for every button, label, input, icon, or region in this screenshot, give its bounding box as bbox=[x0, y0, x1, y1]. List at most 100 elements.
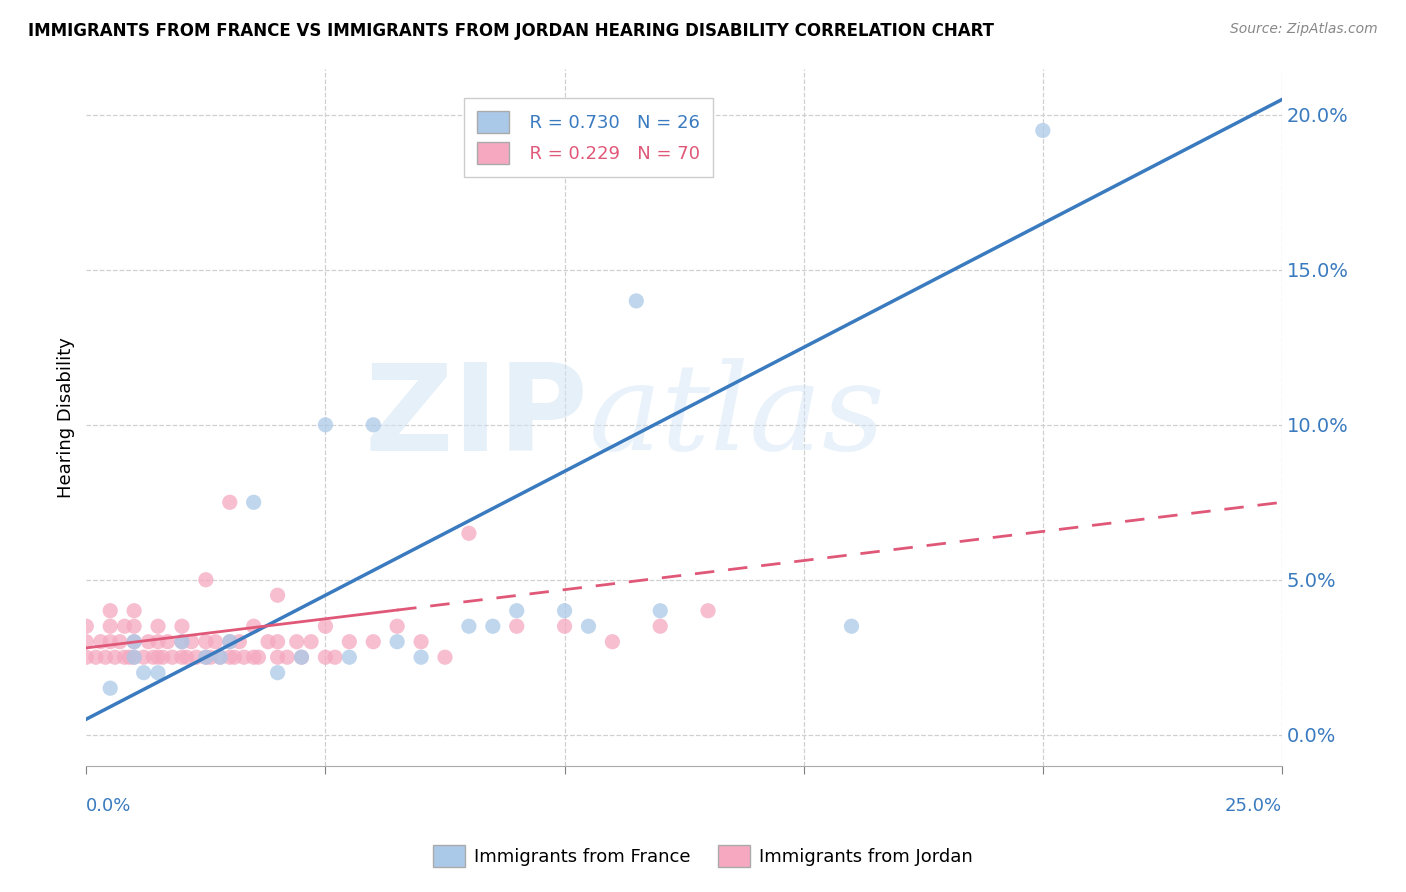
Point bbox=[98, 604, 121, 618]
Point bbox=[242, 495, 264, 509]
Point bbox=[146, 619, 169, 633]
Point bbox=[194, 573, 217, 587]
Point bbox=[299, 634, 322, 648]
Legend:   R = 0.730   N = 26,   R = 0.229   N = 70: R = 0.730 N = 26, R = 0.229 N = 70 bbox=[464, 98, 713, 177]
Point bbox=[122, 650, 145, 665]
Point bbox=[314, 650, 336, 665]
Point bbox=[247, 650, 270, 665]
Point bbox=[458, 526, 481, 541]
Point bbox=[323, 650, 346, 665]
Point bbox=[170, 619, 193, 633]
Point bbox=[650, 619, 672, 633]
Point bbox=[75, 634, 97, 648]
Text: atlas: atlas bbox=[589, 359, 886, 475]
Point bbox=[697, 604, 720, 618]
Point bbox=[98, 619, 121, 633]
Point bbox=[337, 634, 360, 648]
Point bbox=[433, 650, 456, 665]
Point bbox=[118, 650, 141, 665]
Point bbox=[266, 634, 288, 648]
Point bbox=[385, 619, 408, 633]
Point bbox=[162, 650, 184, 665]
Point bbox=[122, 619, 145, 633]
Point bbox=[218, 634, 240, 648]
Point bbox=[361, 634, 384, 648]
Point bbox=[209, 650, 232, 665]
Text: Source: ZipAtlas.com: Source: ZipAtlas.com bbox=[1230, 22, 1378, 37]
Point bbox=[276, 650, 298, 665]
Point bbox=[132, 650, 155, 665]
Point bbox=[122, 634, 145, 648]
Point bbox=[170, 650, 193, 665]
Point bbox=[218, 634, 240, 648]
Point bbox=[554, 604, 576, 618]
Point bbox=[204, 634, 226, 648]
Point bbox=[75, 650, 97, 665]
Point bbox=[108, 634, 131, 648]
Point bbox=[290, 650, 312, 665]
Point bbox=[506, 619, 529, 633]
Point bbox=[361, 417, 384, 432]
Point bbox=[314, 417, 336, 432]
Point bbox=[98, 634, 121, 648]
Point bbox=[506, 604, 529, 618]
Point bbox=[458, 619, 481, 633]
Point bbox=[409, 634, 432, 648]
Point bbox=[176, 650, 198, 665]
Point bbox=[170, 634, 193, 648]
Point bbox=[218, 495, 240, 509]
Point bbox=[482, 619, 505, 633]
Point bbox=[122, 604, 145, 618]
Point bbox=[200, 650, 222, 665]
Point bbox=[209, 650, 232, 665]
Point bbox=[554, 619, 576, 633]
Point bbox=[142, 650, 165, 665]
Point bbox=[626, 293, 648, 308]
Point bbox=[170, 634, 193, 648]
Point bbox=[90, 634, 112, 648]
Text: IMMIGRANTS FROM FRANCE VS IMMIGRANTS FROM JORDAN HEARING DISABILITY CORRELATION : IMMIGRANTS FROM FRANCE VS IMMIGRANTS FRO… bbox=[28, 22, 994, 40]
Y-axis label: Hearing Disability: Hearing Disability bbox=[58, 336, 75, 498]
Point bbox=[146, 665, 169, 680]
Point bbox=[186, 650, 208, 665]
Point bbox=[337, 650, 360, 665]
Point bbox=[156, 634, 179, 648]
Point bbox=[146, 650, 169, 665]
Point bbox=[242, 619, 264, 633]
Point bbox=[152, 650, 174, 665]
Point bbox=[98, 681, 121, 696]
Text: 25.0%: 25.0% bbox=[1225, 797, 1282, 815]
Point bbox=[266, 665, 288, 680]
Text: ZIP: ZIP bbox=[364, 359, 589, 475]
Point bbox=[114, 619, 136, 633]
Point bbox=[385, 634, 408, 648]
Legend: Immigrants from France, Immigrants from Jordan: Immigrants from France, Immigrants from … bbox=[426, 838, 980, 874]
Point bbox=[1032, 123, 1054, 137]
Point bbox=[180, 634, 202, 648]
Point bbox=[290, 650, 312, 665]
Point bbox=[409, 650, 432, 665]
Point bbox=[228, 634, 250, 648]
Point bbox=[194, 634, 217, 648]
Point bbox=[122, 650, 145, 665]
Point bbox=[75, 619, 97, 633]
Point bbox=[132, 665, 155, 680]
Point bbox=[138, 634, 160, 648]
Point bbox=[602, 634, 624, 648]
Point bbox=[104, 650, 127, 665]
Point bbox=[218, 650, 240, 665]
Point bbox=[285, 634, 308, 648]
Point bbox=[224, 650, 246, 665]
Point bbox=[84, 650, 107, 665]
Point bbox=[314, 619, 336, 633]
Point bbox=[233, 650, 256, 665]
Point bbox=[841, 619, 863, 633]
Point bbox=[242, 650, 264, 665]
Point bbox=[257, 634, 280, 648]
Point bbox=[94, 650, 117, 665]
Text: 0.0%: 0.0% bbox=[86, 797, 132, 815]
Point bbox=[114, 650, 136, 665]
Point bbox=[122, 634, 145, 648]
Point bbox=[194, 650, 217, 665]
Point bbox=[146, 634, 169, 648]
